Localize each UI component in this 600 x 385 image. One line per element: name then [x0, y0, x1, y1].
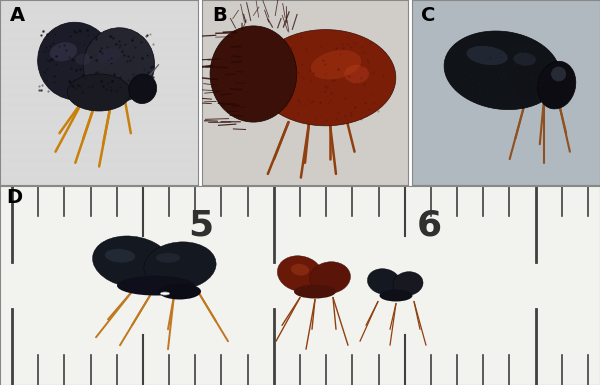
Bar	[0, 107, 198, 120]
Ellipse shape	[161, 292, 170, 295]
Text: 6: 6	[416, 209, 442, 243]
Bar	[0, 0, 198, 9]
Ellipse shape	[129, 74, 157, 104]
Ellipse shape	[156, 253, 180, 263]
Ellipse shape	[393, 272, 423, 296]
Ellipse shape	[311, 50, 361, 79]
Bar	[0, 5, 198, 18]
Text: B: B	[212, 5, 227, 25]
Bar	[0, 15, 198, 28]
Ellipse shape	[105, 249, 135, 263]
Bar	[0, 117, 198, 129]
Bar	[0, 70, 198, 83]
Bar	[0, 52, 198, 65]
Ellipse shape	[344, 65, 369, 83]
Ellipse shape	[38, 22, 113, 100]
Bar	[0, 144, 198, 157]
Bar	[0, 24, 198, 37]
Ellipse shape	[294, 285, 336, 298]
Bar	[0, 154, 198, 166]
Text: A: A	[10, 5, 25, 25]
Bar	[0, 80, 198, 92]
Bar	[0, 33, 198, 46]
Text: 5: 5	[188, 209, 214, 243]
Ellipse shape	[444, 31, 560, 110]
Bar	[0, 98, 198, 111]
Text: C: C	[421, 5, 436, 25]
Ellipse shape	[256, 30, 396, 126]
Ellipse shape	[367, 269, 401, 295]
Bar	[0, 163, 198, 176]
Ellipse shape	[467, 46, 508, 65]
Bar	[0, 61, 198, 74]
Bar	[0, 43, 198, 55]
Ellipse shape	[144, 242, 216, 290]
Ellipse shape	[511, 56, 545, 100]
Ellipse shape	[210, 26, 297, 122]
Ellipse shape	[97, 48, 121, 63]
Bar	[0, 172, 198, 185]
Ellipse shape	[67, 74, 131, 111]
Ellipse shape	[551, 67, 566, 81]
Bar	[0, 135, 198, 148]
Bar	[0, 126, 198, 139]
Bar	[0, 89, 198, 102]
Ellipse shape	[76, 54, 91, 65]
Ellipse shape	[310, 262, 350, 293]
Ellipse shape	[83, 28, 155, 102]
Ellipse shape	[277, 256, 323, 291]
Ellipse shape	[514, 53, 536, 66]
Ellipse shape	[291, 264, 309, 276]
Ellipse shape	[50, 42, 77, 61]
Ellipse shape	[380, 290, 413, 301]
Ellipse shape	[117, 276, 195, 296]
Ellipse shape	[538, 61, 576, 109]
Ellipse shape	[159, 284, 201, 300]
Ellipse shape	[92, 236, 172, 288]
Text: D: D	[6, 188, 22, 207]
